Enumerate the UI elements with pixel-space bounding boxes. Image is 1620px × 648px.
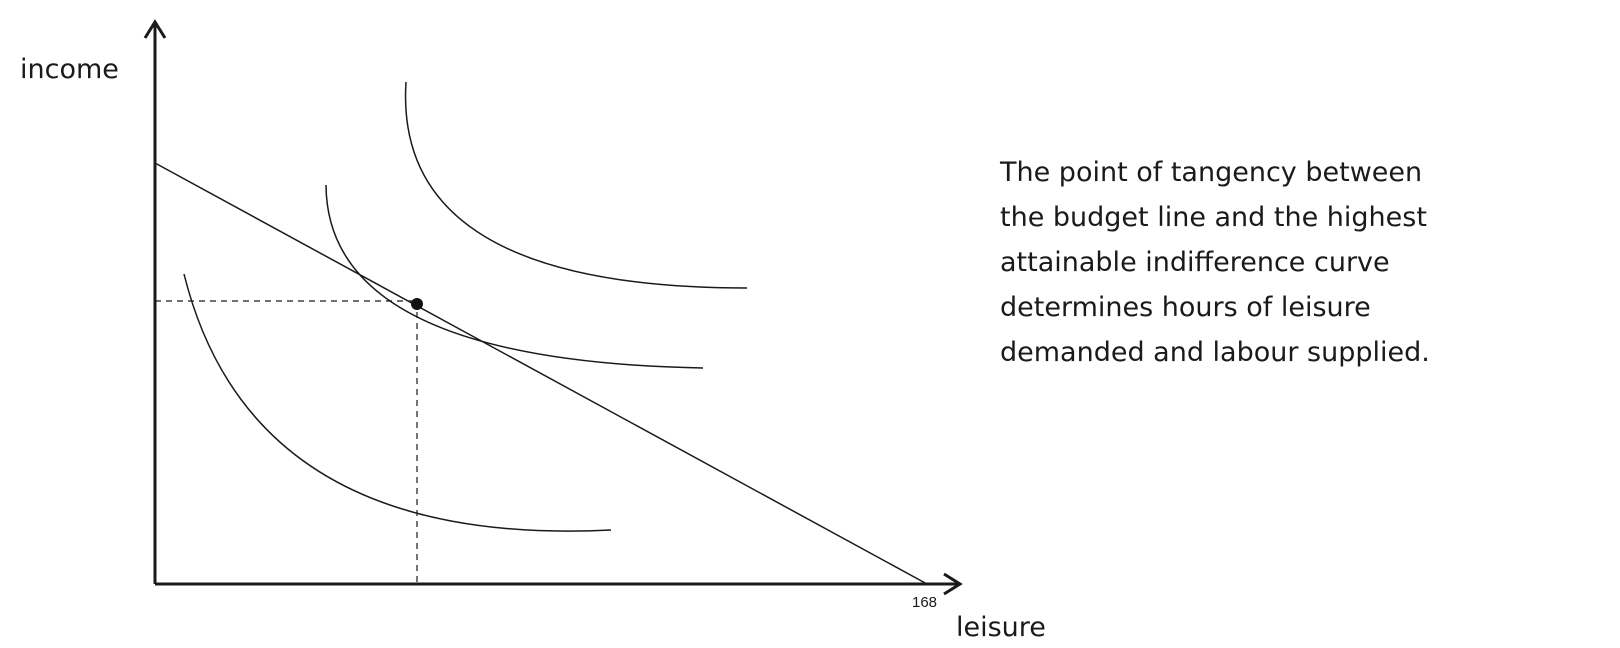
x-axis-label: leisure: [956, 612, 1046, 643]
tangency-point: [411, 298, 423, 310]
x-axis-arrowhead: [943, 572, 963, 596]
indifference-curve-high: [404, 81, 748, 289]
caption-line-3: attainable indifference curve: [1000, 247, 1390, 278]
y-axis-label: income: [20, 54, 119, 85]
indifference-curve-low: [183, 273, 612, 532]
x-axis-tick-168: 168: [912, 594, 937, 611]
caption-line-2: the budget line and the highest: [1000, 202, 1427, 233]
indifference-curve-tangent: [325, 184, 704, 369]
caption-line-5: demanded and labour supplied.: [1000, 337, 1430, 368]
caption-line-4: determines hours of leisure: [1000, 292, 1371, 323]
y-axis-arrowhead: [143, 19, 167, 39]
caption-text: The point of tangency between the budget…: [1000, 150, 1560, 375]
caption-line-1: The point of tangency between: [1000, 157, 1423, 188]
budget-line: [154, 162, 928, 585]
